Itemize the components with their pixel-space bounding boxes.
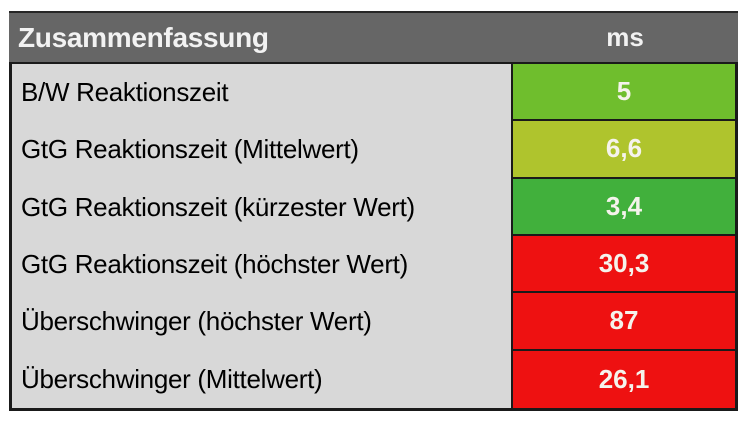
metric-value: 26,1 bbox=[511, 350, 735, 408]
table-header-row: Zusammenfassung ms bbox=[9, 11, 738, 62]
metric-value: 30,3 bbox=[511, 235, 735, 294]
unit-column-header: ms bbox=[606, 22, 644, 52]
table-row: B/W Reaktionszeit 5 bbox=[12, 64, 735, 122]
metric-label: Überschwinger (höchster Wert) bbox=[21, 306, 372, 337]
summary-table: Zusammenfassung ms B/W Reaktionszeit 5 G… bbox=[9, 11, 738, 411]
table-body: B/W Reaktionszeit 5 GtG Reaktionszeit (M… bbox=[9, 62, 738, 411]
metric-value: 5 bbox=[511, 64, 735, 122]
table-row: Überschwinger (höchster Wert) 87 bbox=[12, 293, 735, 351]
table-title: Zusammenfassung bbox=[18, 21, 269, 53]
metric-label: Überschwinger (Mittelwert) bbox=[21, 363, 323, 394]
metric-label: B/W Reaktionszeit bbox=[21, 77, 229, 108]
metric-value: 87 bbox=[511, 293, 735, 351]
metric-label: GtG Reaktionszeit (Mittelwert) bbox=[21, 134, 359, 165]
metric-label: GtG Reaktionszeit (höchster Wert) bbox=[21, 249, 408, 280]
table-row: Überschwinger (Mittelwert) 26,1 bbox=[12, 350, 735, 408]
metric-label: GtG Reaktionszeit (kürzester Wert) bbox=[21, 191, 415, 222]
table-row: GtG Reaktionszeit (kürzester Wert) 3,4 bbox=[12, 178, 735, 236]
table-row: GtG Reaktionszeit (höchster Wert) 30,3 bbox=[12, 235, 735, 294]
metric-value: 6,6 bbox=[511, 121, 735, 179]
table-row: GtG Reaktionszeit (Mittelwert) 6,6 bbox=[12, 121, 735, 179]
metric-value: 3,4 bbox=[511, 178, 735, 236]
